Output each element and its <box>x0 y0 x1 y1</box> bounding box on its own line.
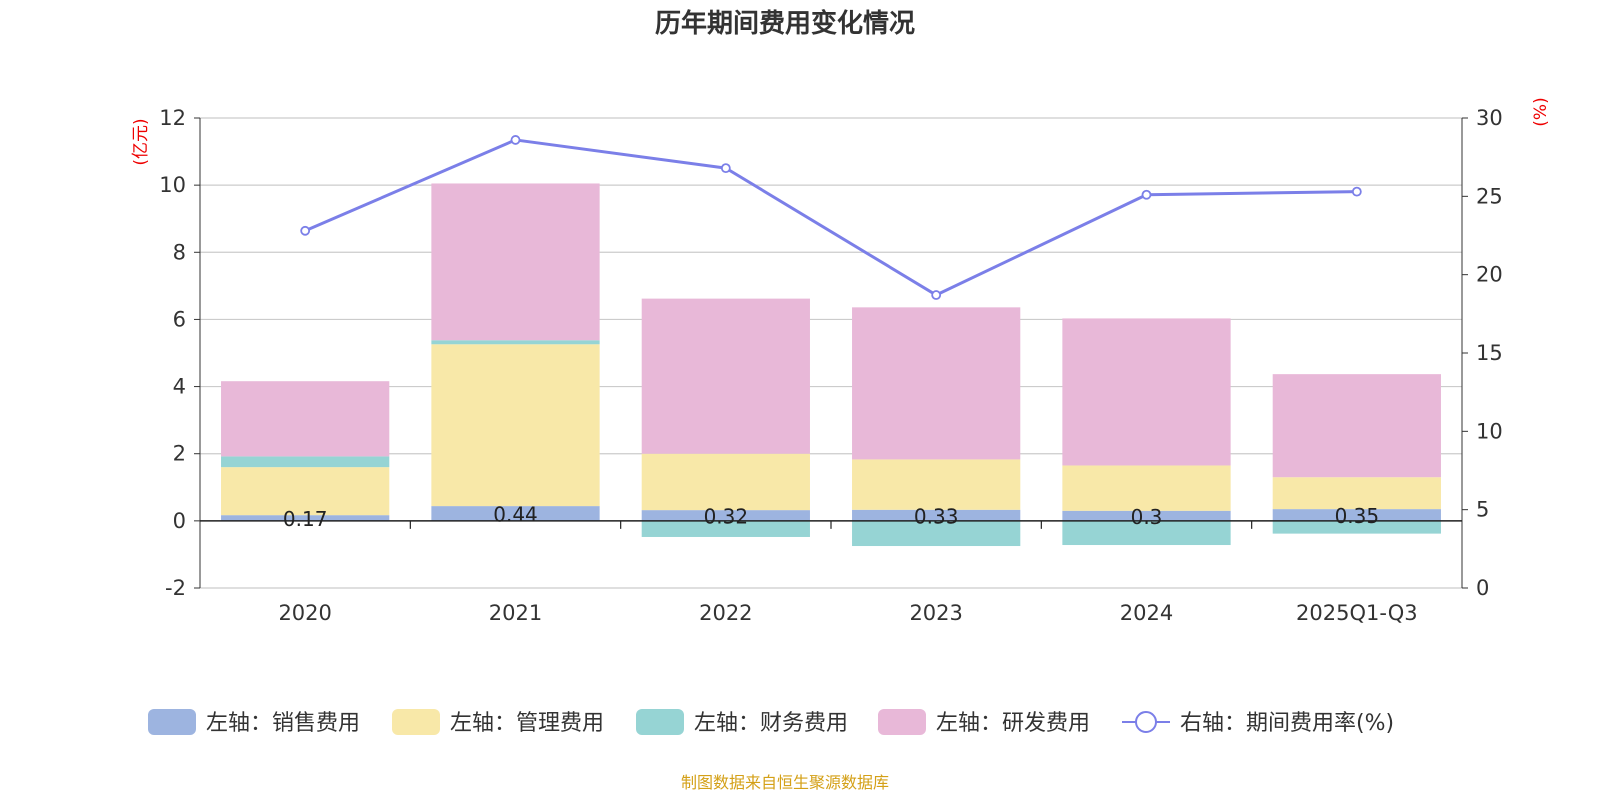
bar-rd-2024 <box>1062 318 1231 466</box>
rate-point-2020 <box>300 225 311 236</box>
right-tick-label: 15 <box>1476 341 1503 365</box>
bar-sales-2021 <box>431 506 600 521</box>
bar-rd-2023 <box>852 307 1021 460</box>
legend-swatch-0 <box>148 709 196 735</box>
rate-point-2024 <box>1141 189 1152 200</box>
bar-sales-2020 <box>221 515 390 521</box>
legend-label: 左轴：管理费用 <box>450 711 604 736</box>
right-tick-label: 10 <box>1476 419 1503 443</box>
data-labels: 0.17 0.44 0.32 0.33 0.3 0.35 <box>283 502 1379 531</box>
bar-admin-2022 <box>641 453 810 511</box>
right-axis-unit: (%) <box>1531 97 1551 126</box>
legend-label: 左轴：财务费用 <box>694 711 848 736</box>
legend-swatch-3 <box>878 709 926 735</box>
bar-rd-2020 <box>221 381 390 457</box>
bar-admin-2020 <box>221 467 390 516</box>
rate-point-2022 <box>720 163 731 174</box>
bar-sales-2024 <box>1062 510 1231 521</box>
rate-line <box>304 138 1357 297</box>
bar-finance-2025Q1-Q3 <box>1272 520 1441 534</box>
left-tick-label: 4 <box>173 375 186 399</box>
right-tick-label: 20 <box>1476 263 1503 287</box>
sales-data-label: 0.33 <box>914 504 959 528</box>
rate-line-series <box>300 135 1362 300</box>
bar-sales-2023 <box>852 509 1021 521</box>
sales-data-label: 0.35 <box>1335 504 1380 528</box>
left-tick-label: 2 <box>173 442 186 466</box>
legend-swatch-2 <box>636 709 684 735</box>
rate-point-2023 <box>931 290 942 300</box>
legend-label: 右轴：期间费用率(%) <box>1180 711 1394 736</box>
right-tick-label: 0 <box>1476 576 1489 600</box>
bar-finance-2023 <box>852 520 1021 547</box>
legend-marker <box>1135 711 1157 733</box>
bar-sales-2022 <box>641 510 810 521</box>
sales-data-label: 0.17 <box>283 507 328 531</box>
right-tick-label: 5 <box>1476 498 1489 522</box>
x-category-label: 2023 <box>909 601 962 625</box>
legend: 左轴：销售费用 左轴：管理费用 左轴：财务费用 左轴：研发费用 右轴：期间费用率(%) <box>148 709 1394 736</box>
right-tick-label: 25 <box>1476 184 1503 208</box>
sales-data-label: 0.3 <box>1131 505 1163 529</box>
source-note: 制图数据来自恒生聚源数据库 <box>681 773 889 792</box>
left-axis-unit: (亿元) <box>131 118 151 165</box>
bar-finance-2020 <box>221 456 390 468</box>
rate-point-2025Q1-Q3 <box>1351 186 1362 197</box>
x-category-label: 2022 <box>699 601 752 625</box>
sales-data-label: 0.32 <box>704 504 749 528</box>
bar-finance-2022 <box>641 520 810 537</box>
bar-admin-2024 <box>1062 465 1231 511</box>
axes: -2 0 2 4 6 8 10 12 0 5 10 15 20 25 30 2020 2021 2022 2023 2… <box>131 97 1551 625</box>
left-tick-label: 8 <box>173 240 186 264</box>
bar-admin-2021 <box>431 344 600 507</box>
legend-swatch-1 <box>392 709 440 735</box>
bar-admin-2025Q1-Q3 <box>1272 477 1441 510</box>
x-category-label: 2025Q1-Q3 <box>1296 601 1418 625</box>
bar-sales-2025Q1-Q3 <box>1272 509 1441 521</box>
bar-rd-2022 <box>641 298 810 454</box>
sales-data-label: 0.44 <box>493 502 538 526</box>
legend-label: 左轴：研发费用 <box>936 711 1090 736</box>
left-tick-label: 12 <box>159 106 186 130</box>
bar-admin-2023 <box>852 459 1021 510</box>
bar-series <box>221 183 1441 547</box>
bar-rd-2021 <box>431 183 600 341</box>
right-tick-label: 30 <box>1476 106 1503 130</box>
legend-label: 左轴：销售费用 <box>206 711 360 736</box>
x-category-label: 2020 <box>278 601 331 625</box>
x-category-label: 2024 <box>1120 601 1173 625</box>
x-category-label: 2021 <box>489 601 542 625</box>
rate-point-2021 <box>510 135 521 145</box>
left-tick-label: 0 <box>173 509 186 533</box>
bar-finance-2024 <box>1062 520 1231 546</box>
left-tick-label: -2 <box>165 576 186 600</box>
left-tick-label: 6 <box>173 307 186 331</box>
bar-finance-2021 <box>431 340 600 345</box>
bar-rd-2025Q1-Q3 <box>1272 374 1441 478</box>
left-tick-label: 10 <box>159 173 186 197</box>
chart-title: 历年期间费用变化情况 <box>655 8 915 39</box>
